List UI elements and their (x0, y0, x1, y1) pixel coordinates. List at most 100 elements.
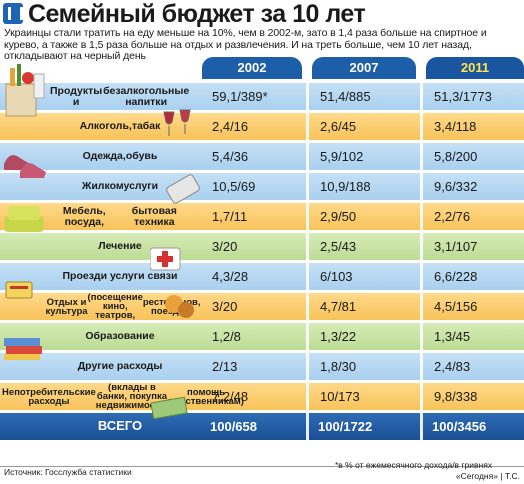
column-header-2007: 2007 (312, 57, 416, 79)
column-separator (420, 203, 423, 230)
theater-masks-icon (165, 295, 194, 318)
total-row: ВСЕГО 100/658 100/1722 100/3456 (0, 410, 524, 440)
column-header-2002: 2002 (202, 57, 302, 79)
column-separator (420, 383, 423, 410)
value-cell-2007: 2,6/45 (320, 119, 357, 134)
value-cell-2007: 1,3/22 (320, 329, 357, 344)
column-separator (306, 323, 309, 350)
radiator-icon (166, 174, 200, 204)
column-header-2011: 2011 (426, 57, 524, 79)
table-row: Продукты и безалкогольные напитки 59,1/389… (0, 80, 524, 110)
row-background (0, 203, 524, 230)
table-row: Лечение 3/20 2,5/43 3,1/107 (0, 230, 524, 260)
column-separator (306, 203, 309, 230)
table-row: Отдых и культура (посещение кино, театров… (0, 290, 524, 320)
value-cell-2007: 100/1722 (318, 419, 373, 434)
value-cell-2007: 1,8/30 (320, 359, 357, 374)
value-cell-2002: 100/658 (210, 419, 257, 434)
row-background (0, 353, 524, 380)
value-cell-2002: 59,1/389* (212, 89, 268, 104)
value-cell-2011: 6,6/228 (434, 269, 478, 284)
category-icons-inline (150, 109, 200, 420)
value-cell-2011: 2,4/83 (434, 359, 471, 374)
value-cell-2002: 1,2/8 (212, 329, 241, 344)
source-note: Источник: Госслужба статистики (4, 467, 132, 477)
value-cell-2011: 9,6/332 (434, 179, 478, 194)
column-separator (420, 413, 423, 440)
value-cell-2007: 2,5/43 (320, 239, 357, 254)
column-separator (420, 323, 423, 350)
table-row: Одежда, обувь 5,4/36 5,9/102 5,8/200 (0, 140, 524, 170)
column-separator (420, 143, 423, 170)
first-aid-kit-icon (150, 247, 181, 271)
books-icon (4, 338, 42, 360)
table-row: Другие расходы 2/13 1,8/30 2,4/83 (0, 350, 524, 380)
column-separator (420, 83, 423, 110)
newspaper-logo-icon (3, 3, 23, 24)
column-separator (420, 173, 423, 200)
row-background (0, 173, 524, 200)
category-label: Одежда, обувь (82, 150, 158, 163)
row-background (0, 233, 524, 260)
value-cell-2007: 10/173 (320, 389, 360, 404)
column-separator (306, 353, 309, 380)
value-cell-2011: 4,5/156 (434, 299, 478, 314)
column-separator (306, 293, 309, 320)
value-cell-2002: 10,5/69 (212, 179, 256, 194)
category-label: Образование (85, 330, 155, 343)
row-background (0, 113, 524, 140)
category-label: Другие расходы (77, 360, 163, 373)
column-headers: 2002 2007 2011 (0, 57, 524, 81)
value-cell-2007: 5,9/102 (320, 149, 364, 164)
category-label: Лечение (98, 240, 142, 253)
table-row: Проезд и услуги связи 4,3/28 6/103 6,6/228 (0, 260, 524, 290)
category-label: Жилкомуслуги (81, 180, 159, 193)
category-icons (0, 60, 60, 420)
table-row: Образование 1,2/8 1,3/22 1,3/45 (0, 320, 524, 350)
category-label: Мебель, посуда, бытовая техника (62, 205, 177, 228)
category-label: Непотребительские расходы (вклады в банки… (2, 382, 244, 411)
row-background (0, 383, 524, 410)
category-label: Алкоголь, табак (79, 120, 161, 133)
column-separator (306, 143, 309, 170)
value-cell-2002: 3/20 (212, 299, 238, 314)
value-cell-2002: 5,4/36 (212, 149, 249, 164)
column-separator (420, 263, 423, 290)
total-label: ВСЕГО (97, 418, 143, 434)
title-bar: Семейный бюджет за 10 лет (0, 0, 524, 28)
row-background (0, 323, 524, 350)
value-cell-2002: 4,3/28 (212, 269, 249, 284)
value-cell-2011: 100/3456 (432, 419, 487, 434)
column-separator (306, 263, 309, 290)
phone-ticket-icon (5, 281, 33, 299)
shoes-icon (4, 155, 46, 178)
column-separator (420, 113, 423, 140)
table-row: Алкоголь, табак 2,4/16 2,6/45 3,4/118 (0, 110, 524, 140)
wine-glasses-icon (163, 109, 191, 136)
row-background (0, 263, 524, 290)
value-cell-2007: 2,9/50 (320, 209, 357, 224)
bottom-divider (0, 466, 524, 467)
row-background (0, 293, 524, 320)
table-row: Жилкомуслуги 10,5/69 10,9/188 9,6/332 (0, 170, 524, 200)
value-cell-2007: 10,9/188 (320, 179, 371, 194)
column-separator (420, 353, 423, 380)
unit-note: *в % от ежемесячного дохода/в гривнях (335, 460, 493, 470)
value-cell-2002: 7,2/48 (212, 389, 249, 404)
value-cell-2011: 5,8/200 (434, 149, 478, 164)
column-separator (420, 293, 423, 320)
category-label: Продукты и безалкогольные напитки (50, 85, 190, 108)
credit-note: «Сегодня» | Т.С. (455, 471, 520, 481)
value-cell-2011: 3,4/118 (434, 119, 477, 134)
chart-subtitle: Украинцы стали тратить на еду меньше на … (4, 27, 487, 62)
value-cell-2002: 1,7/11 (212, 209, 248, 224)
value-cell-2007: 6/103 (320, 269, 353, 284)
grocery-bag-icon (5, 64, 45, 117)
value-cell-2011: 9,8/338 (434, 389, 478, 404)
armchair-icon (4, 206, 44, 232)
value-cell-2011: 1,3/45 (434, 329, 471, 344)
chart-title: Семейный бюджет за 10 лет (28, 0, 366, 28)
value-cell-2011: 3,1/107 (434, 239, 478, 254)
value-cell-2002: 2/13 (212, 359, 238, 374)
column-separator (306, 113, 309, 140)
